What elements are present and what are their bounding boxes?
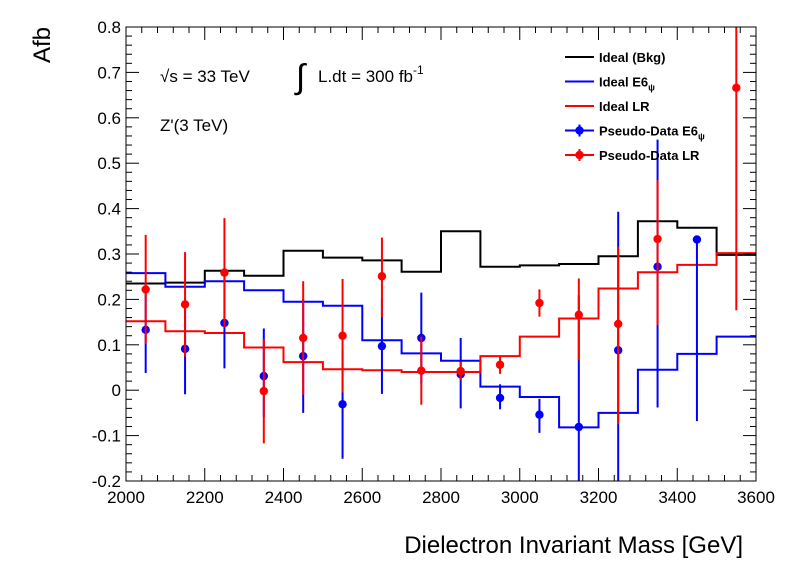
legend-pseudo-data-lr-label: Pseudo-Data LR — [599, 148, 700, 163]
pseudo-data-e6-point — [495, 393, 505, 403]
x-tick-label: 2600 — [343, 488, 381, 507]
integral-icon: ∫ — [294, 58, 307, 96]
hist-ideal-bkg--line — [126, 220, 756, 285]
x-tick-label: 3600 — [737, 488, 775, 507]
luminosity-value: L.dt = 300 fb — [318, 67, 413, 86]
pseudo-data-lr-point — [180, 300, 190, 309]
x-tick-label: 3400 — [658, 488, 696, 507]
x-tick-label: 2400 — [265, 488, 303, 507]
hist-ideal-lr-line — [126, 252, 756, 373]
sqrt-s-symbol: √s — [160, 67, 178, 86]
legend: Ideal (Bkg) Ideal E6ψ Ideal LR Pseudo-Data … — [565, 50, 705, 163]
pseudo-data-lr-point — [141, 285, 150, 294]
pseudo-data-e6-point — [338, 400, 347, 409]
pseudo-data-lr-point — [613, 319, 623, 329]
pseudo-data-e6-point — [535, 410, 544, 419]
pseudo-data-lr-point — [220, 268, 229, 277]
legend-ideal-bkg--label: Ideal (Bkg) — [599, 50, 665, 65]
y-tick-label: 0.4 — [97, 200, 121, 219]
y-tick-label: 0.2 — [97, 290, 121, 309]
y-tick-label: 0.7 — [97, 63, 121, 82]
pseudo-data-lr-point — [732, 83, 741, 93]
luminosity-label: L.dt = 300 fb-1 — [318, 63, 424, 86]
pseudo-data-lr-point — [535, 298, 544, 308]
legend-pseudo-data-e6-subscript: ψ — [698, 132, 705, 142]
legend-pseudo-data-e6-marker — [575, 126, 584, 135]
y-tick-label: -0.1 — [92, 427, 121, 446]
x-axis-label: Dielectron Invariant Mass [GeV] — [404, 532, 743, 559]
legend-ideal-lr-label: Ideal LR — [599, 99, 650, 114]
y-tick-label: 0.6 — [97, 109, 121, 128]
pseudo-data-lr-point — [456, 366, 465, 376]
plot-area — [126, 27, 756, 481]
legend-pseudo-data-e6-label: Pseudo-Data E6ψ — [599, 124, 705, 142]
y-tick-label: -0.2 — [92, 472, 121, 491]
legend-pseudo-data-lr-marker — [575, 150, 584, 160]
luminosity-exponent: -1 — [413, 63, 424, 77]
energy-label: √s = 33 TeV — [160, 67, 250, 86]
pseudo-data-lr-point — [495, 360, 505, 369]
annotation: √s = 33 TeV ∫ L.dt = 300 fb-1 Z'(3 TeV) — [160, 58, 424, 135]
pseudo-data-lr-point — [298, 333, 308, 343]
pseudo-data-lr-point — [417, 366, 426, 375]
y-tick-label: 0.3 — [97, 245, 121, 264]
pseudo-data-e6-point — [574, 422, 584, 432]
pseudo-data-lr-point — [653, 234, 662, 244]
energy-value: = 33 TeV — [178, 67, 251, 86]
y-tick-label: 0.5 — [97, 154, 121, 173]
legend-ideal-e6-subscript: ψ — [648, 83, 655, 93]
pseudo-data-lr-point — [574, 310, 584, 320]
x-tick-label: 2000 — [107, 488, 145, 507]
x-tick-label: 3200 — [580, 488, 618, 507]
x-tick-label: 2800 — [422, 488, 460, 507]
plot-content — [126, 27, 756, 481]
zprime-label: Z'(3 TeV) — [160, 116, 228, 135]
x-tick-label: 3000 — [501, 488, 539, 507]
axes: 2000 2200 2400 2600 2800 3000 3200 3400 3600 -0.2… — [92, 18, 775, 507]
y-tick-label: 0.8 — [97, 18, 121, 37]
x-tick-label: 2200 — [186, 488, 224, 507]
y-axis-label: Afb — [29, 27, 56, 63]
y-tick-label: 0 — [112, 381, 121, 400]
pseudo-data-e6-point — [377, 341, 387, 351]
y-tick-label: 0.1 — [97, 336, 121, 355]
legend-ideal-e6-label: Ideal E6ψ — [599, 75, 655, 93]
pseudo-data-lr-point — [259, 386, 269, 396]
pseudo-data-e6-point — [692, 235, 702, 244]
pseudo-data-lr-point — [338, 331, 347, 340]
pseudo-data-lr-point — [377, 272, 387, 281]
hist-ideal-e6-line — [126, 272, 756, 429]
